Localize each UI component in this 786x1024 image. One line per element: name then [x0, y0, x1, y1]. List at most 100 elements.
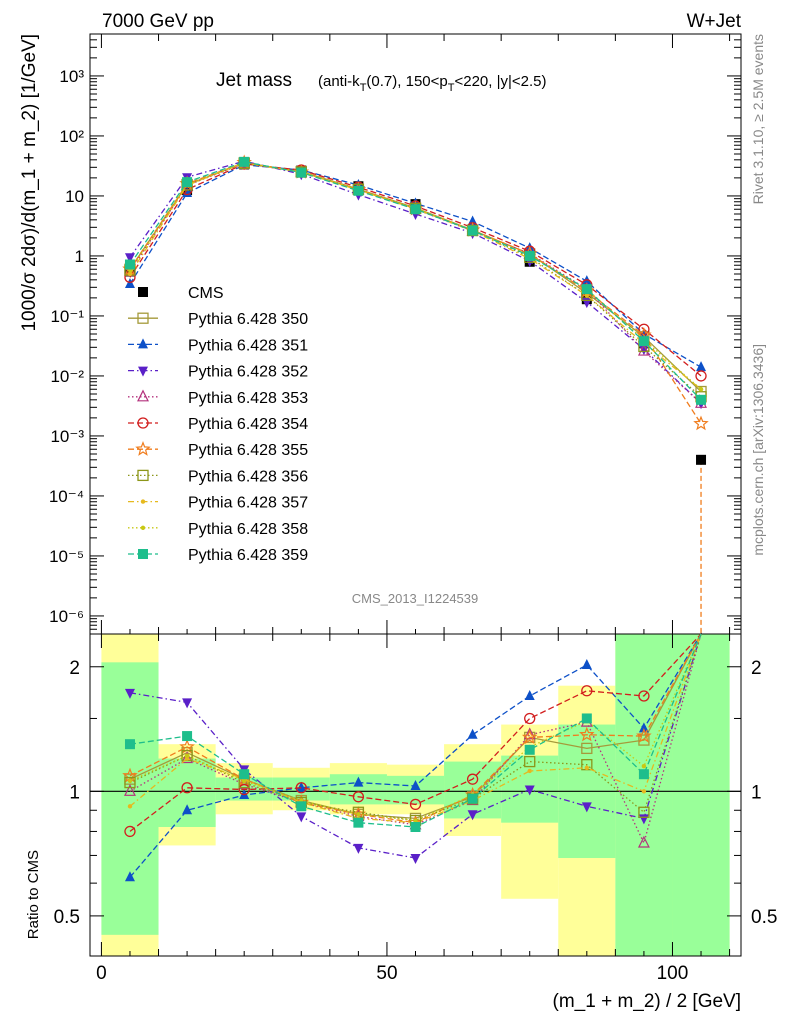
ratio-point-9-1: [182, 731, 193, 742]
legend-marker-4: [137, 389, 149, 402]
ratio-point-3-7: [523, 727, 536, 740]
ratio-point-9-2: [239, 769, 250, 780]
x-axis-title: (m_1 + m_2) / 2 [GeV]: [553, 991, 742, 1012]
legend-marker-8: [140, 499, 146, 504]
legend-label-10: Pythia 6.428 359: [188, 547, 308, 564]
ratio-point-1-5: [410, 780, 421, 791]
main-point-10-9: [638, 336, 649, 347]
chart-title: Jet mass: [216, 70, 292, 91]
ratio-point-9-7: [524, 744, 535, 755]
main-y-axis-title: 1000/σ 2dσ)/d(m_1 + m_2) [1/GeV]: [19, 34, 40, 332]
ratio-point-2-8: [581, 802, 592, 813]
y-tick-label: 10⁻³: [50, 427, 84, 446]
ratio-point-4-2: [238, 783, 250, 796]
legend-marker-7: [137, 469, 149, 482]
main-point-2-0: [124, 278, 135, 289]
legend-label-9: Pythia 6.428 358: [188, 521, 308, 538]
legend-marker-0: [138, 287, 148, 297]
main-point-9-10: [698, 387, 704, 392]
ratio-series: [122, 633, 702, 882]
ratio-point-4-9: [638, 690, 650, 702]
main-line-1: [129, 162, 702, 392]
main-point-10-3: [296, 167, 307, 178]
legend-label-4: Pythia 6.428 353: [188, 390, 308, 407]
ratio-point-3-0: [124, 783, 136, 796]
ratio-point-7-8: [584, 765, 590, 770]
ratio-point-8-2: [241, 778, 247, 784]
ratio-point-8-4: [356, 812, 361, 817]
ratio-point-5-8: [578, 726, 595, 742]
ratio-point-7-0: [127, 804, 133, 809]
ratio-point-5-9: [636, 727, 652, 743]
ratio-point-9-8: [581, 713, 592, 724]
ratio-point-6-7: [524, 755, 536, 768]
ratio-y-tick-label-right: 0.5: [751, 907, 777, 928]
y-tick-label: 10⁻¹: [50, 307, 84, 326]
main-point-10-6: [467, 225, 478, 236]
main-point-6-10: [693, 415, 709, 431]
legend-marker-2: [138, 338, 148, 349]
ratio-point-4-1: [181, 782, 193, 794]
main-line-3: [129, 160, 702, 404]
ratio-point-4-7: [524, 712, 536, 725]
header-process-label: W+Jet: [687, 11, 742, 32]
ratio-point-3-1: [181, 751, 194, 764]
legend-label-7: Pythia 6.428 356: [188, 468, 308, 485]
main-point-10-10: [696, 394, 707, 405]
main-series: [122, 154, 709, 634]
legend-marker-6: [135, 441, 151, 456]
ratio-point-8-0: [127, 778, 133, 784]
y-tick-label: 10⁻⁵: [49, 547, 84, 566]
legend: CMS Pythia 6.428 350 Pythia 6.428 351 Pythi…: [128, 285, 308, 564]
ratio-point-2-7: [524, 785, 535, 796]
ratio-point-1-3: [296, 781, 307, 792]
main-point-8-0: [127, 271, 133, 277]
legend-marker-1: [137, 312, 149, 324]
main-line-9: [129, 162, 702, 390]
ratio-point-8-9: [641, 764, 647, 769]
ratio-y-tick-label-right: 2: [751, 658, 762, 679]
x-tick-label: 50: [376, 963, 397, 984]
main-point-10-2: [239, 156, 250, 167]
ratio-point-0-8: [581, 742, 593, 755]
main-point-5-9: [638, 323, 650, 335]
ratio-point-5-1: [179, 738, 195, 754]
ratio-y-tick-label: 2: [69, 658, 80, 679]
ratio-point-2-1: [182, 698, 193, 709]
ratio-point-1-9: [638, 722, 649, 733]
legend-label-6: Pythia 6.428 355: [188, 442, 308, 459]
y-tick-label: 10⁻²: [50, 367, 84, 386]
ratio-point-6-0: [124, 776, 136, 789]
header-energy-label: 7000 GeV pp: [102, 11, 214, 32]
ratio-point-1-7: [524, 689, 535, 700]
ratio-point-1-0: [124, 871, 135, 882]
ratio-point-6-9: [638, 806, 650, 818]
main-point-2-10: [696, 361, 707, 372]
x-tick-label: 0: [96, 963, 107, 984]
ratio-point-2-0: [124, 688, 135, 699]
main-point-4-9: [637, 343, 650, 356]
main-point-3-0: [124, 253, 135, 264]
legend-label-2: Pythia 6.428 351: [188, 337, 308, 354]
ratio-y-tick-label-right: 1: [751, 782, 762, 803]
band-inner-0: [101, 662, 159, 935]
ratio-y-tick-label: 1: [69, 782, 80, 803]
ratio-point-1-6: [467, 728, 478, 739]
y-tick-label: 10³: [59, 67, 84, 86]
main-point-0-10: [696, 454, 707, 465]
legend-label-1: Pythia 6.428 350: [188, 311, 308, 328]
legend-label-3: Pythia 6.428 352: [188, 364, 308, 381]
ratio-point-4-0: [124, 825, 136, 838]
ratio-point-4-3: [295, 782, 307, 794]
main-point-10-4: [353, 185, 364, 196]
ratio-point-4-6: [466, 773, 479, 785]
ratio-point-7-9: [641, 789, 647, 794]
legend-marker-10: [138, 549, 148, 559]
legend-label-5: Pythia 6.428 354: [188, 416, 308, 433]
ratio-y-axis-title: Ratio to CMS: [25, 850, 42, 939]
ratio-line-4: [129, 633, 702, 832]
legend-marker-9: [140, 525, 146, 530]
ratio-point-1-4: [353, 776, 364, 787]
ratio-point-2-5: [410, 854, 421, 865]
